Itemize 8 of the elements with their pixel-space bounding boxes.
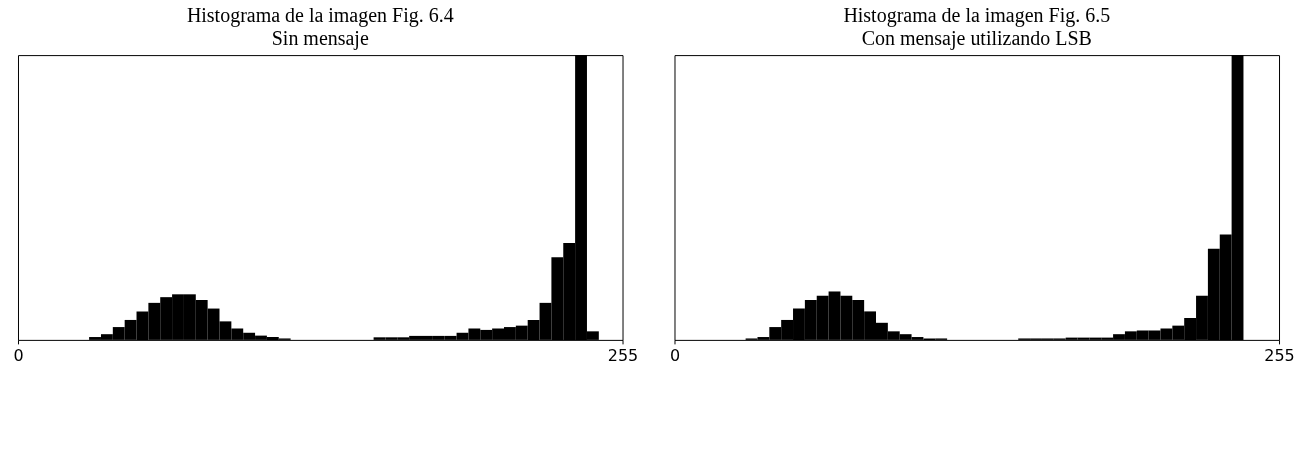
x-tick-label: 0: [13, 346, 24, 366]
x-tick-label: 0: [669, 346, 681, 366]
x-tick-label: 255: [1264, 346, 1295, 366]
chart-subtitle: Con mensaje utilizando LSB: [861, 27, 1092, 51]
chart-title: Histograma de la imagen Fig. 6.4: [186, 4, 454, 28]
chart-title: Histograma de la imagen Fig. 6.5: [843, 4, 1111, 28]
chart-subtitle: Sin mensaje: [271, 27, 369, 51]
x-tick-label: 255: [607, 346, 639, 366]
